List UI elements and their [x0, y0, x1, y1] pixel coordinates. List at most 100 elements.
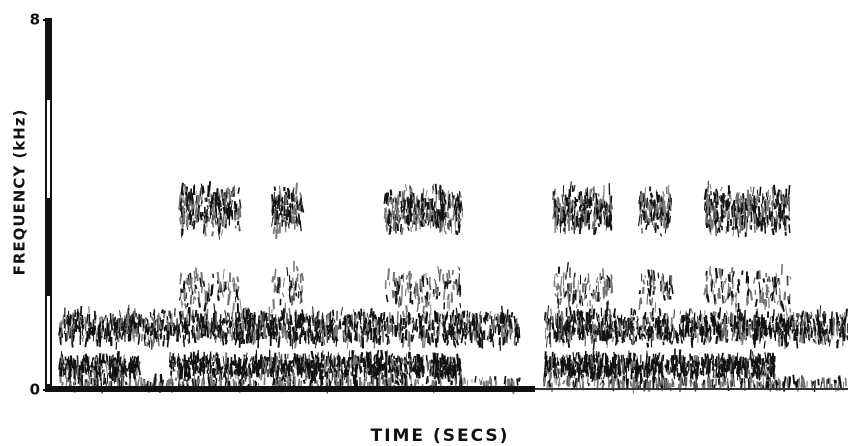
texture-stroke — [120, 314, 121, 317]
texture-stroke — [295, 331, 296, 340]
texture-stroke — [657, 320, 658, 325]
texture-stroke — [402, 375, 403, 384]
texture-stroke — [387, 356, 388, 364]
texture-stroke — [374, 327, 375, 338]
texture-stroke — [110, 313, 111, 324]
texture-stroke — [726, 311, 727, 315]
texture-stroke — [367, 352, 368, 362]
texture-stroke — [594, 330, 595, 334]
texture-stroke — [233, 303, 234, 311]
texture-stroke — [631, 381, 632, 386]
texture-stroke — [249, 320, 250, 329]
texture-stroke — [820, 334, 821, 341]
texture-stroke — [122, 323, 123, 330]
texture-stroke — [330, 362, 331, 373]
texture-stroke — [383, 331, 384, 343]
texture-stroke — [222, 366, 223, 369]
texture-stroke — [579, 328, 580, 333]
texture-stroke — [369, 319, 370, 322]
texture-stroke — [179, 380, 180, 384]
texture-stroke — [845, 317, 846, 327]
texture-stroke — [220, 200, 221, 207]
texture-stroke — [82, 315, 83, 323]
texture-stroke — [209, 298, 210, 302]
texture-stroke — [264, 313, 265, 322]
texture-stroke — [824, 378, 825, 389]
texture-stroke — [740, 321, 741, 331]
texture-stroke — [722, 353, 723, 359]
texture-stroke — [199, 331, 200, 336]
texture-stroke — [229, 370, 230, 373]
texture-stroke — [270, 358, 271, 368]
texture-stroke — [118, 351, 119, 360]
texture-stroke — [77, 311, 78, 321]
texture-stroke — [126, 382, 127, 385]
texture-stroke — [563, 326, 564, 335]
texture-stroke — [713, 311, 714, 315]
texture-stroke — [312, 351, 313, 358]
texture-stroke — [846, 309, 847, 317]
texture-stroke — [312, 371, 313, 382]
texture-stroke — [207, 205, 208, 209]
texture-stroke — [376, 319, 377, 327]
texture-stroke — [227, 378, 228, 387]
spectrogram-texture — [59, 181, 848, 394]
texture-stroke — [557, 368, 558, 371]
texture-stroke — [611, 329, 612, 334]
texture-stroke — [559, 378, 560, 387]
texture-stroke — [186, 206, 187, 213]
texture-stroke — [162, 309, 163, 313]
texture-stroke — [583, 317, 584, 321]
texture-stroke — [490, 311, 491, 314]
texture-stroke — [593, 309, 594, 320]
texture-stroke — [192, 203, 193, 211]
texture-stroke — [245, 317, 246, 328]
texture-stroke — [181, 212, 182, 218]
texture-stroke — [606, 330, 607, 341]
texture-stroke — [672, 341, 673, 345]
texture-stroke — [579, 380, 580, 388]
texture-stroke — [394, 356, 395, 359]
texture-stroke — [563, 339, 564, 343]
texture-stroke — [179, 297, 180, 301]
texture-stroke — [218, 329, 219, 338]
texture-stroke — [803, 327, 804, 337]
texture-stroke — [193, 296, 194, 304]
texture-stroke — [82, 335, 83, 341]
texture-stroke — [115, 317, 116, 321]
texture-stroke — [243, 380, 244, 384]
texture-stroke — [171, 356, 172, 368]
texture-stroke — [196, 310, 197, 317]
texture-stroke — [431, 360, 432, 364]
texture-stroke — [122, 332, 123, 339]
texture-stroke — [771, 371, 772, 375]
texture-stroke — [469, 312, 470, 319]
texture-stroke — [413, 324, 414, 333]
texture-stroke — [703, 380, 704, 385]
texture-stroke — [238, 221, 239, 225]
texture-stroke — [776, 319, 777, 324]
texture-stroke — [744, 362, 745, 366]
texture-stroke — [603, 374, 604, 379]
texture-stroke — [399, 327, 400, 339]
texture-stroke — [551, 308, 552, 315]
texture-stroke — [168, 320, 169, 331]
texture-stroke — [469, 327, 470, 331]
texture-stroke — [600, 330, 601, 341]
texture-stroke — [712, 361, 713, 365]
texture-stroke — [313, 311, 314, 314]
texture-stroke — [763, 329, 764, 335]
texture-stroke — [792, 321, 793, 330]
texture-stroke — [66, 378, 67, 386]
texture-stroke — [160, 334, 161, 339]
texture-stroke — [844, 334, 845, 341]
texture-stroke — [300, 363, 301, 366]
texture-stroke — [665, 365, 666, 368]
texture-stroke — [205, 198, 206, 203]
texture-stroke — [353, 355, 354, 365]
texture-stroke — [575, 378, 576, 387]
texture-stroke — [689, 318, 690, 323]
texture-stroke — [120, 332, 121, 339]
texture-stroke — [680, 318, 681, 324]
texture-stroke — [395, 380, 396, 384]
